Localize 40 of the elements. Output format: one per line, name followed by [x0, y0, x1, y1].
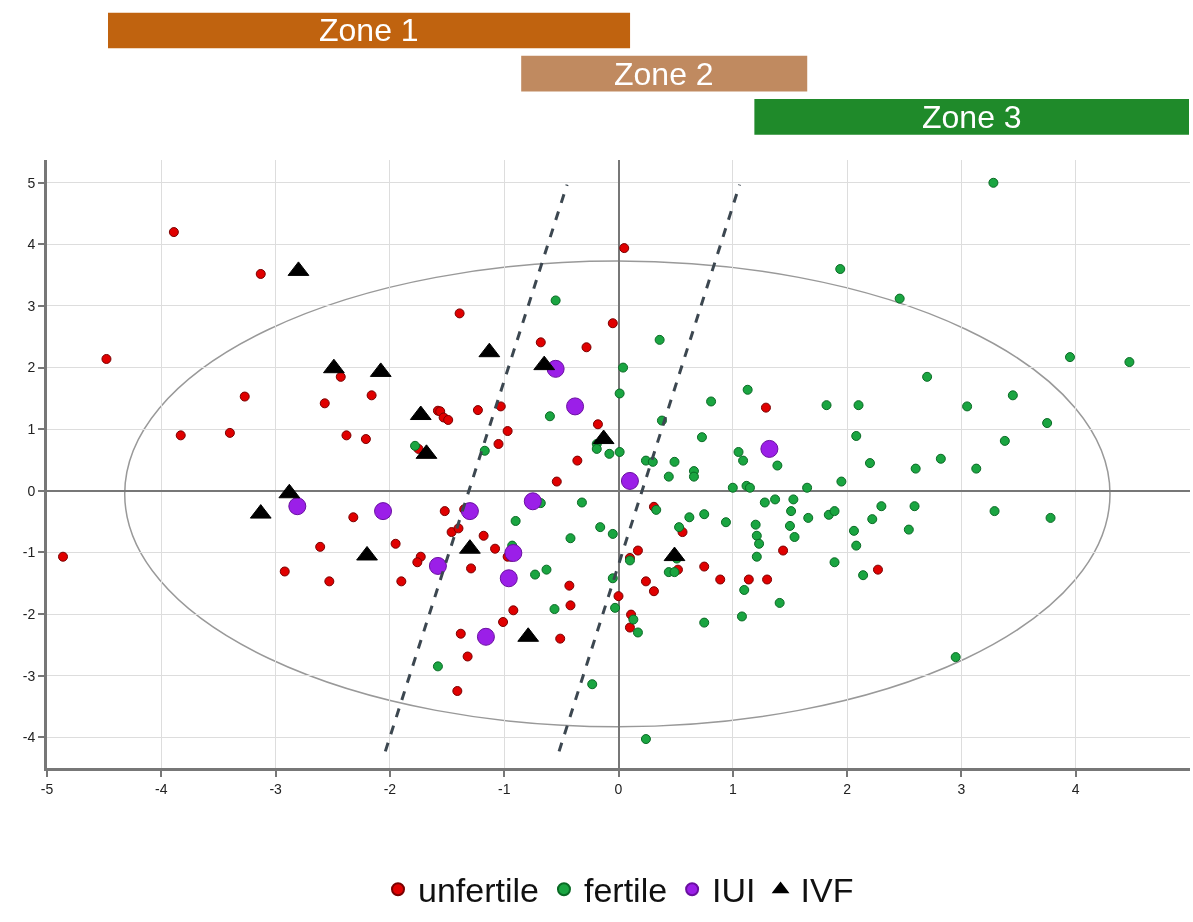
point	[499, 569, 518, 588]
x-tick-label: -1	[497, 780, 511, 797]
x-tick-label: -4	[155, 780, 168, 797]
legend-label: unfertile	[418, 871, 539, 910]
y-tick-label: -2	[22, 605, 36, 622]
point	[566, 397, 585, 416]
x-tick-label: 2	[843, 780, 852, 797]
x-tick-label: -2	[383, 780, 397, 797]
text: Zone 3	[922, 99, 1022, 135]
text: Zone 1	[319, 12, 419, 48]
point	[476, 627, 495, 646]
point	[374, 502, 393, 521]
x-tick-label: -3	[269, 780, 283, 797]
y-tick-label: -3	[22, 667, 36, 684]
point	[323, 358, 345, 374]
point	[460, 502, 479, 521]
y-tick-label: -4	[22, 729, 36, 746]
y-tick-label: 2	[27, 359, 36, 376]
x-tick-label: 0	[614, 780, 623, 797]
x-tick-label: -5	[40, 780, 54, 797]
legend-label: IVF	[800, 871, 854, 910]
y-tick-label: 3	[27, 297, 36, 314]
point	[428, 556, 447, 575]
y-tick-label: 1	[27, 421, 36, 438]
point	[523, 492, 542, 511]
point	[760, 439, 779, 458]
y-tick-label: -1	[22, 544, 36, 561]
point	[356, 545, 378, 561]
point	[620, 471, 639, 490]
point	[288, 497, 307, 516]
text: Zone 2	[614, 56, 714, 92]
legend-label: fertile	[583, 871, 668, 910]
x-tick-label: 4	[1071, 780, 1080, 797]
x-tick-label: 3	[957, 780, 966, 797]
legend-label: IUI	[712, 871, 756, 910]
point	[504, 544, 523, 562]
y-tick-label: 0	[27, 482, 36, 499]
x-tick-label: 1	[728, 780, 737, 797]
y-tick-label: 5	[27, 174, 36, 191]
y-tick-label: 4	[27, 236, 36, 253]
